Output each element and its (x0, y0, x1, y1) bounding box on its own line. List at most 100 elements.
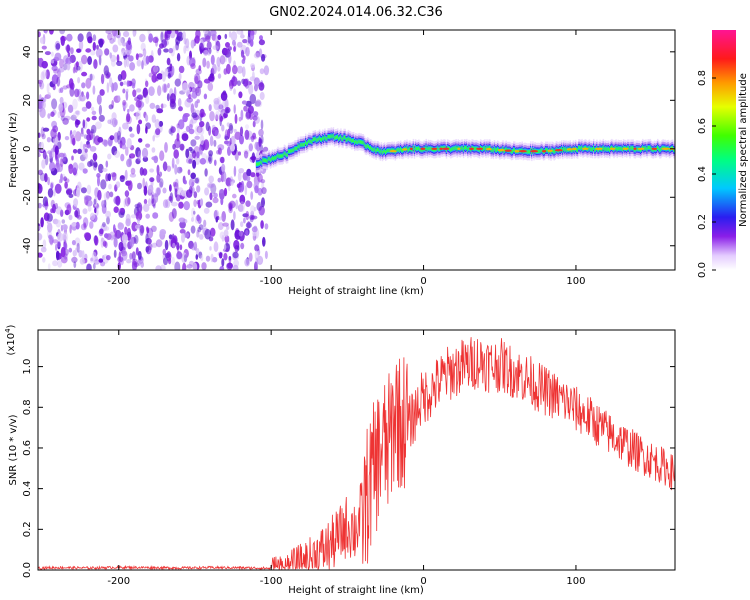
noise-speckle (80, 131, 85, 137)
noise-speckle (47, 188, 54, 198)
noise-speckle (210, 253, 214, 263)
noise-speckle (92, 263, 96, 270)
noise-speckle (182, 218, 188, 224)
ridge-cell (291, 149, 293, 153)
noise-speckle (84, 148, 88, 153)
noise-speckle (102, 240, 107, 247)
ridge-cell (333, 136, 336, 140)
noise-speckle (217, 177, 222, 183)
ridge-cell (366, 144, 369, 148)
spectrogram-x-ticks: -200 -100 0 100 (107, 30, 585, 287)
noise-speckle (109, 37, 115, 44)
noise-speckle (145, 80, 149, 88)
ridge-cell (346, 138, 349, 142)
ridge-cell (260, 160, 262, 164)
noise-speckle (86, 128, 91, 135)
noise-speckle (213, 192, 218, 199)
noise-speckle (40, 141, 45, 152)
y-tick-label: -40 (22, 238, 33, 254)
noise-speckle (234, 229, 241, 240)
ridge-cell (647, 146, 649, 150)
ridge-cell (337, 135, 339, 139)
noise-speckle (55, 219, 61, 228)
ridge-cell (630, 146, 632, 150)
noise-speckle (241, 58, 246, 65)
noise-speckle (230, 181, 234, 186)
noise-speckle (209, 192, 213, 201)
ridge-hotspot (554, 149, 563, 152)
noise-speckle (57, 111, 61, 119)
ridge-cell (537, 149, 539, 153)
ridge-hotspot (514, 150, 520, 153)
noise-speckle (108, 104, 114, 110)
colorbar-tick-label: 0.4 (697, 166, 708, 182)
noise-speckle (47, 176, 50, 186)
noise-speckle (76, 48, 81, 53)
noise-speckle (136, 59, 142, 67)
noise-speckle (182, 114, 188, 123)
noise-speckle (135, 110, 141, 120)
noise-speckle (112, 44, 119, 53)
noise-speckle (42, 257, 46, 263)
noise-speckle (86, 263, 92, 270)
ridge-hotspot (595, 147, 603, 150)
noise-speckle (45, 69, 50, 80)
ridge-cell (280, 154, 282, 158)
noise-speckle (245, 109, 252, 119)
noise-speckle (50, 59, 55, 64)
ridge-cell (334, 135, 337, 140)
noise-speckle (205, 121, 210, 132)
noise-speckle (97, 189, 102, 201)
noise-speckle (225, 177, 232, 187)
noise-speckle (118, 126, 122, 137)
ridge-cell (301, 143, 304, 147)
ridge-cell (367, 144, 370, 148)
ridge-cell (465, 146, 467, 150)
noise-speckle (250, 156, 257, 161)
ridge-cell (407, 148, 409, 152)
noise-speckle (242, 39, 248, 44)
ridge-cell (271, 156, 274, 160)
ridge-hotspot (519, 150, 527, 153)
noise-speckle (248, 143, 253, 152)
ridge-hotspot (547, 149, 553, 152)
noise-speckle (129, 153, 136, 159)
noise-speckle (55, 243, 58, 251)
noise-speckle (149, 177, 155, 183)
noise-speckle (81, 71, 88, 77)
ridge-cell (453, 146, 455, 150)
ridge-cell (550, 150, 552, 154)
noise-speckle (113, 132, 119, 143)
noise-speckle (167, 72, 171, 79)
noise-speckle (245, 46, 250, 57)
noise-speckle (218, 189, 224, 194)
noise-speckle (253, 115, 260, 124)
noise-speckle (98, 163, 104, 174)
noise-speckle (162, 161, 168, 172)
colorbar-tick-label: 0.6 (697, 118, 708, 134)
ridge-cell (607, 147, 610, 151)
ridge-cell (644, 146, 646, 150)
noise-speckle (222, 222, 229, 227)
ridge-cell (632, 146, 634, 150)
ridge-cell (546, 148, 548, 152)
noise-speckle (113, 206, 119, 213)
noise-speckle (252, 115, 258, 121)
noise-speckle (49, 151, 53, 159)
noise-speckle (166, 93, 170, 102)
noise-speckle (208, 183, 215, 188)
heatmap-marks (38, 30, 675, 270)
noise-speckle (47, 263, 51, 270)
ridge-cell (617, 146, 619, 150)
noise-speckle (122, 99, 127, 106)
ridge-cell (497, 147, 499, 151)
noise-speckle (190, 172, 196, 180)
colorbar-tick-label: 0.2 (697, 214, 708, 230)
noise-speckle (206, 182, 214, 189)
ridge-cell (364, 144, 367, 148)
ridge-cell (581, 145, 583, 149)
ridge-cell (427, 146, 430, 150)
ridge-cell (474, 147, 477, 151)
ridge-cell (562, 149, 564, 153)
noise-speckle (203, 49, 209, 56)
